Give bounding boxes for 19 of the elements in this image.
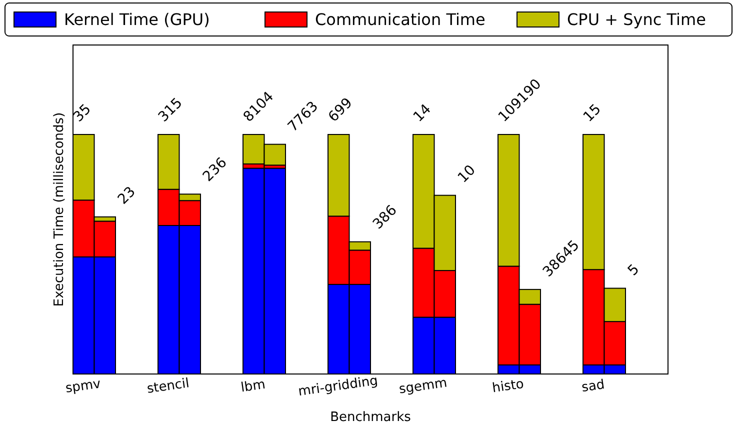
legend-label: Kernel Time (GPU) [64,10,210,29]
annotation: 10 [455,162,479,186]
y-axis-title: Execution Time (milliseconds) [52,112,67,307]
annotation: 5 [625,261,643,280]
legend-label: Communication Time [315,10,486,29]
x-tick-label: lbm [240,377,266,396]
text: 699 [326,95,356,126]
legend-label: CPU + Sync Time [567,10,706,29]
annotation: 23 [115,184,139,208]
x-tick-label: histo [491,376,525,396]
text: 15 [580,101,604,126]
x-axis-title: Benchmarks [330,410,412,425]
text: 14 [410,101,434,126]
x-tick-label: stencil [146,376,190,397]
text: 35 [70,101,94,126]
x-tick-label: sgemm [398,376,448,398]
x-tick-label: mri-gridding [297,374,379,400]
x-tick-label: sad [580,378,606,396]
x-tick-label: spmv [64,376,102,396]
